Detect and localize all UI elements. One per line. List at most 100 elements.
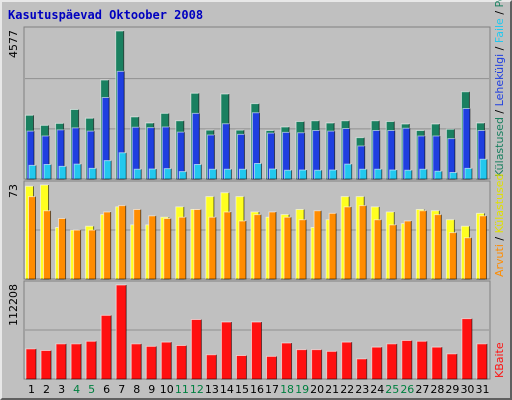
bar-kbytes-day-10: [160, 341, 172, 380]
bar-files-day-1: [28, 164, 37, 180]
x-label-day-4: 4: [73, 383, 80, 396]
x-label-day-25: 25: [385, 383, 399, 396]
bar-hits-day-20: [313, 210, 322, 280]
x-label-day-3: 3: [58, 383, 65, 396]
bar-kbytes-day-17: [266, 355, 278, 380]
x-label-day-5: 5: [88, 383, 95, 396]
bar-kbytes-day-15: [235, 355, 247, 380]
bar-hits-day-29: [448, 232, 457, 280]
x-label-day-10: 10: [160, 383, 174, 396]
bar-kbytes-day-25: [386, 343, 398, 380]
bar-kbytes-day-14: [220, 321, 232, 380]
bar-kbytes-day-22: [341, 341, 353, 380]
bar-kbytes-day-11: [175, 344, 187, 380]
bar-hits-day-4: [73, 229, 82, 280]
bar-files-day-18: [284, 169, 293, 180]
bar-hits-day-13: [208, 216, 217, 280]
bar-hits-day-14: [223, 211, 232, 280]
bar-files-day-19: [299, 169, 308, 180]
x-label-day-15: 15: [235, 383, 249, 396]
bar-files-day-22: [344, 163, 353, 180]
chart-panels: [23, 26, 491, 380]
bar-hits-day-10: [163, 217, 172, 280]
panel-bot: [23, 280, 491, 380]
x-label-day-30: 30: [460, 383, 474, 396]
bar-files-day-26: [404, 169, 413, 180]
bar-files-day-17: [269, 168, 278, 180]
bar-kbytes-day-21: [326, 350, 338, 380]
bar-files-day-13: [208, 168, 217, 180]
right-top-label-1: Lehekülgi: [493, 54, 506, 107]
bar-hits-day-8: [133, 208, 142, 280]
bar-files-day-5: [88, 167, 97, 180]
bar-hits-day-24: [373, 219, 382, 280]
bar-files-day-23: [359, 168, 368, 180]
bar-hits-day-25: [388, 224, 397, 280]
bar-files-day-8: [133, 168, 142, 180]
y-max-label-bot: 112208: [7, 284, 20, 326]
bar-files-day-4: [73, 163, 82, 180]
bar-files-day-14: [223, 168, 232, 180]
x-label-day-9: 9: [148, 383, 155, 396]
x-label-day-14: 14: [220, 383, 234, 396]
bar-kbytes-day-12: [190, 319, 202, 380]
bar-kbytes-day-26: [401, 339, 413, 380]
bar-kbytes-day-30: [461, 318, 473, 380]
bar-kbytes-day-13: [205, 354, 217, 380]
y-max-label-mid: 73: [7, 184, 20, 198]
bar-hits-day-2: [43, 210, 52, 280]
bar-hits-day-27: [418, 210, 427, 280]
bar-hits-day-7: [118, 205, 127, 280]
bar-kbytes-day-24: [371, 346, 383, 380]
bar-kbytes-day-23: [356, 358, 368, 380]
bar-files-day-20: [314, 169, 323, 180]
bar-hits-day-3: [58, 217, 67, 280]
bar-kbytes-day-2: [40, 350, 52, 380]
bar-kbytes-day-7: [115, 284, 127, 380]
right-top-label-2: Faile: [493, 18, 506, 43]
x-label-day-8: 8: [133, 383, 140, 396]
bar-hits-day-11: [178, 216, 187, 280]
x-label-day-23: 23: [355, 383, 369, 396]
bar-hits-day-6: [103, 211, 112, 280]
x-label-day-13: 13: [205, 383, 219, 396]
bar-files-day-2: [43, 163, 52, 180]
x-label-day-27: 27: [415, 383, 429, 396]
x-label-day-11: 11: [175, 383, 189, 396]
bar-files-day-27: [419, 168, 428, 180]
bar-hits-day-26: [403, 220, 412, 280]
x-label-day-22: 22: [340, 383, 354, 396]
x-label-day-28: 28: [430, 383, 444, 396]
bar-hits-day-9: [148, 215, 157, 280]
bar-kbytes-day-19: [296, 349, 308, 380]
bar-kbytes-day-6: [100, 314, 112, 380]
bar-hits-day-16: [253, 214, 262, 280]
x-label-day-2: 2: [43, 383, 50, 396]
bar-hits-day-19: [298, 219, 307, 280]
bar-kbytes-day-20: [311, 349, 323, 380]
right-bot-label: KBaite: [493, 342, 506, 378]
x-label-day-16: 16: [250, 383, 264, 396]
bar-hits-day-31: [478, 215, 487, 280]
bar-kbytes-day-4: [70, 343, 82, 380]
panel-mid: [23, 180, 491, 280]
bar-files-day-12: [193, 163, 202, 180]
bar-kbytes-day-27: [416, 340, 428, 380]
bar-kbytes-day-28: [431, 346, 443, 380]
bar-hits-day-5: [88, 229, 97, 280]
x-label-day-21: 21: [325, 383, 339, 396]
bar-hits-day-30: [463, 237, 472, 280]
bar-files-day-21: [329, 169, 338, 180]
bar-hits-day-28: [433, 214, 442, 280]
bar-files-day-7: [118, 152, 127, 180]
bar-kbytes-day-3: [55, 343, 67, 380]
bar-hits-day-17: [268, 211, 277, 280]
x-label-day-6: 6: [103, 383, 110, 396]
right-top-label: Külastused / Lehekülgi / Faile / Pöördum…: [493, 0, 506, 177]
x-label-day-29: 29: [445, 383, 459, 396]
bar-hits-day-22: [343, 206, 352, 280]
bar-files-day-15: [238, 168, 247, 180]
x-label-day-31: 31: [475, 383, 489, 396]
x-label-day-19: 19: [295, 383, 309, 396]
